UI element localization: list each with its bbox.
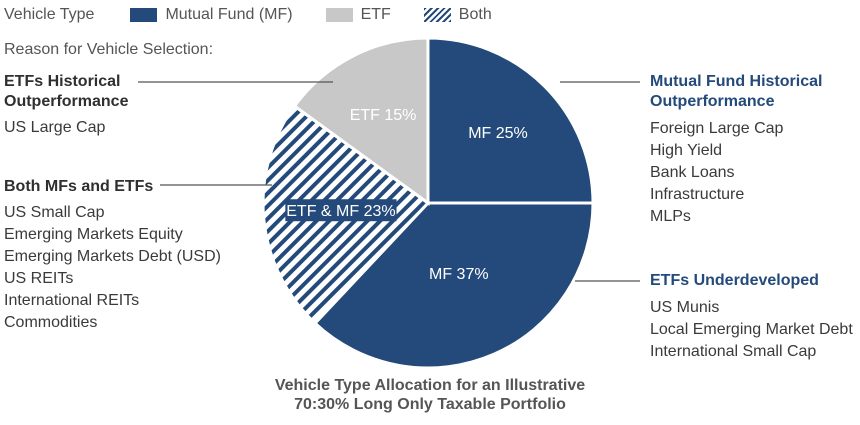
reason-label: Reason for Vehicle Selection: bbox=[4, 41, 214, 58]
list-item: US Munis bbox=[650, 299, 720, 316]
pie-slices bbox=[261, 36, 595, 370]
slice-label: MF 25% bbox=[468, 125, 528, 142]
caption-line: 70:30% Long Only Taxable Portfolio bbox=[294, 396, 566, 413]
legend-swatch-both bbox=[423, 8, 451, 22]
list-item: Commodities bbox=[4, 314, 98, 331]
list-item: High Yield bbox=[650, 142, 723, 159]
group-items: US Large Cap bbox=[4, 117, 128, 139]
list-item: US REITs bbox=[4, 270, 74, 287]
group-title-line: Outperformance bbox=[650, 93, 775, 110]
group-mf-outperformance: Mutual Fund Historical Outperformance Fo… bbox=[650, 72, 822, 228]
group-title-line: ETFs Historical bbox=[4, 73, 121, 90]
legend-label-both: Both bbox=[458, 6, 492, 23]
legend: Vehicle Type Mutual Fund (MF) ETF Both bbox=[4, 4, 525, 26]
slice-label: MF 37% bbox=[429, 266, 489, 283]
group-title-line: Both MFs and ETFs bbox=[4, 178, 154, 195]
legend-item-etf: ETF bbox=[325, 6, 391, 24]
list-item: Emerging Markets Equity bbox=[4, 226, 183, 243]
group-title-line: Outperformance bbox=[4, 93, 129, 110]
pie-slice bbox=[292, 36, 430, 206]
legend-swatch-mf bbox=[130, 8, 158, 22]
group-etf-outperformance: ETFs Historical Outperformance US Large … bbox=[4, 72, 128, 139]
chart-caption: Vehicle Type Allocation for an Illustrat… bbox=[230, 376, 630, 414]
legend-item-mf: Mutual Fund (MF) bbox=[130, 6, 293, 24]
list-item: US Small Cap bbox=[4, 204, 105, 221]
slice-label: ETF 15% bbox=[350, 107, 417, 124]
pie-slice bbox=[426, 36, 595, 205]
slice-label-background bbox=[285, 199, 397, 222]
slice-label: ETF & MF 23% bbox=[286, 203, 395, 220]
legend-title: Vehicle Type bbox=[4, 6, 95, 23]
group-etf-underdeveloped: ETFs Underdeveloped US Munis Local Emerg… bbox=[650, 271, 853, 363]
list-item: International REITs bbox=[4, 292, 140, 309]
group-items: Foreign Large Cap High Yield Bank Loans … bbox=[650, 118, 822, 228]
list-item: International Small Cap bbox=[650, 343, 817, 360]
group-title: ETFs Historical Outperformance bbox=[4, 72, 128, 112]
pie-slice bbox=[312, 201, 595, 370]
list-item: Infrastructure bbox=[650, 186, 745, 203]
list-item: Bank Loans bbox=[650, 164, 735, 181]
list-item: Local Emerging Market Debt bbox=[650, 321, 853, 338]
group-title: Both MFs and ETFs bbox=[4, 177, 221, 197]
leader-lines bbox=[138, 81, 640, 282]
group-items: US Munis Local Emerging Market Debt Inte… bbox=[650, 297, 853, 363]
list-item: Emerging Markets Debt (USD) bbox=[4, 248, 221, 265]
legend-item-both: Both bbox=[423, 6, 492, 24]
group-title-line: Mutual Fund Historical bbox=[650, 73, 823, 90]
group-title: Mutual Fund Historical Outperformance bbox=[650, 72, 822, 112]
list-item: US Large Cap bbox=[4, 119, 106, 136]
slice-labels: MF 25% MF 37% ETF & MF 23% ETF 15% bbox=[285, 107, 528, 283]
caption-line: Vehicle Type Allocation for an Illustrat… bbox=[274, 377, 586, 394]
group-both: Both MFs and ETFs US Small Cap Emerging … bbox=[4, 177, 221, 334]
group-items: US Small Cap Emerging Markets Equity Eme… bbox=[4, 202, 221, 334]
group-title: ETFs Underdeveloped bbox=[650, 271, 853, 291]
legend-label-mf: Mutual Fund (MF) bbox=[165, 6, 293, 23]
legend-label-etf: ETF bbox=[360, 6, 391, 23]
legend-swatch-etf bbox=[325, 8, 353, 22]
list-item: Foreign Large Cap bbox=[650, 120, 784, 137]
group-title-line: ETFs Underdeveloped bbox=[650, 272, 819, 289]
list-item: MLPs bbox=[650, 208, 691, 225]
